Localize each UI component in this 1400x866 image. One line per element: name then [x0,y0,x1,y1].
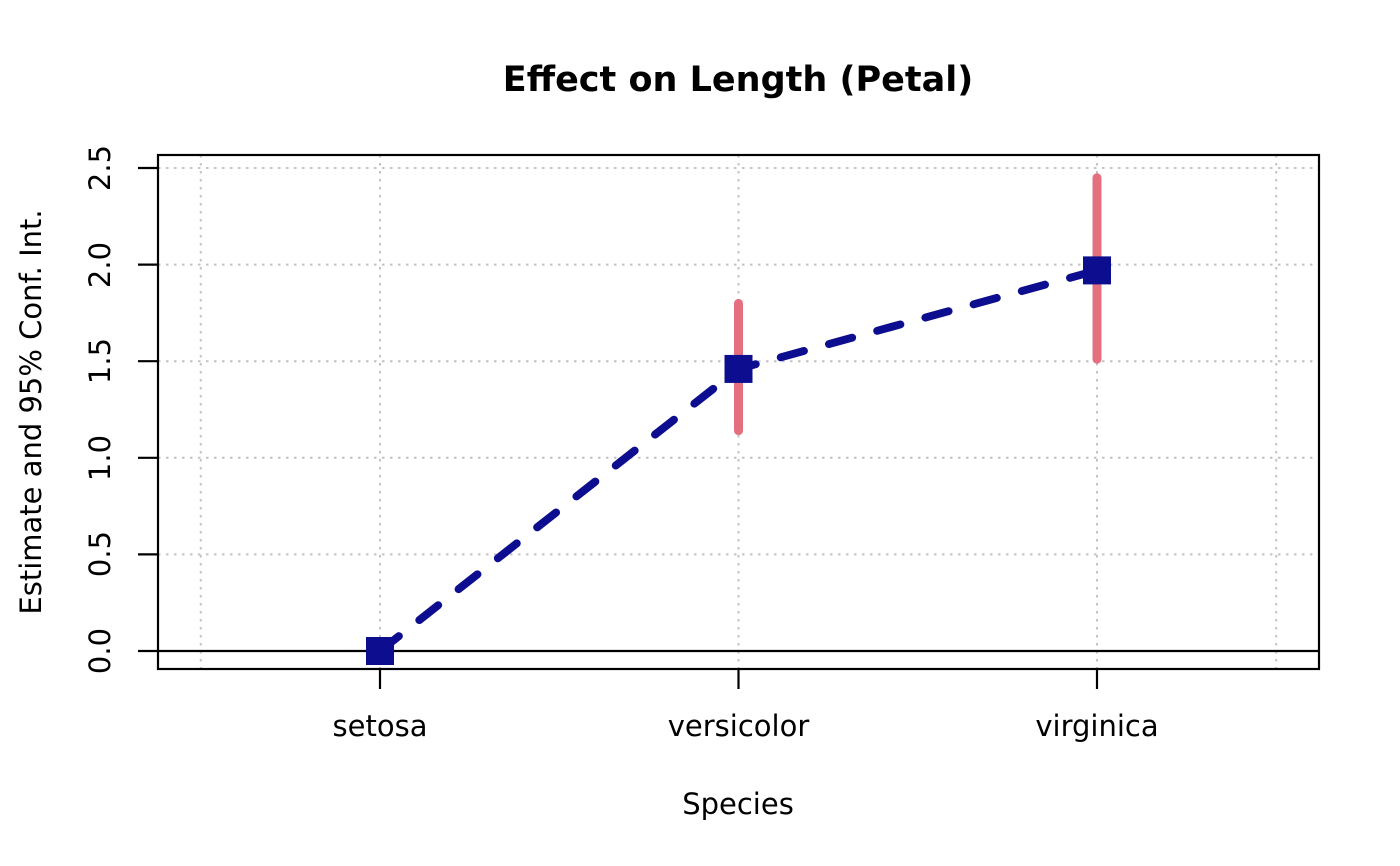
x-axis-tick-label: versicolor [667,709,810,743]
x-axis-tick-label: virginica [1035,709,1159,743]
y-axis-tick-label: 0.5 [83,531,117,578]
y-axis-title: Estimate and 95% Conf. Int. [14,209,48,615]
chart-title: Effect on Length (Petal) [502,60,974,100]
estimate-marker [724,354,753,383]
y-axis-tick-label: 2.5 [83,144,117,192]
y-axis-tick-label: 0.0 [83,627,117,675]
y-axis-tick-label: 2.0 [83,241,117,288]
y-axis-tick-label: 1.0 [83,434,117,481]
y-axis-tick-label: 1.5 [83,338,117,385]
estimate-marker [1083,256,1111,285]
estimate-marker [366,637,394,665]
x-axis-tick-label: setosa [332,709,428,743]
x-axis-title: Species [682,787,794,821]
